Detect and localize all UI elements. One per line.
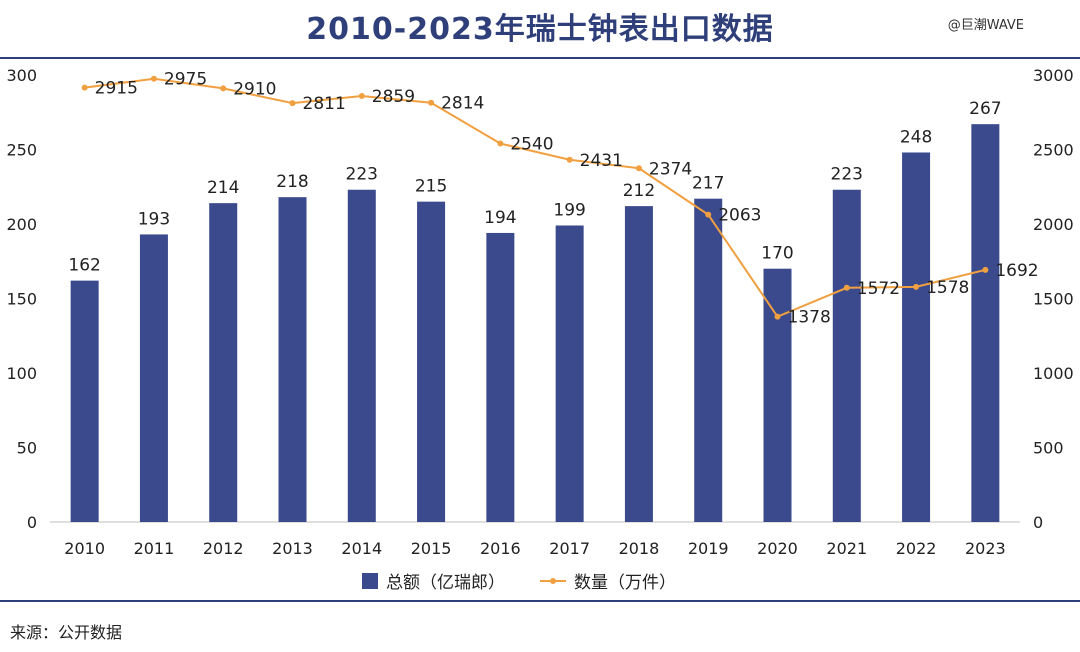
x-tick-label: 2012 (203, 539, 244, 558)
legend-item-quantity: 数量（万件） (540, 568, 676, 593)
y-right-tick-label: 0 (1033, 513, 1043, 532)
line-value-label: 2811 (303, 94, 346, 114)
line-point (428, 99, 435, 106)
bar-value-label: 212 (623, 181, 655, 201)
bar-value-label: 193 (138, 209, 170, 229)
bar-value-label: 199 (553, 200, 585, 220)
line-point (220, 85, 227, 92)
line-point (843, 284, 850, 291)
x-tick-label: 2010 (64, 539, 105, 558)
legend-bar-swatch (362, 572, 378, 589)
y-right-tick-label: 2000 (1033, 215, 1074, 234)
bar-value-label: 215 (415, 177, 447, 197)
line-value-label: 2431 (580, 151, 623, 171)
combo-chart: 0501001502002503000500100015002000250030… (6, 66, 1074, 558)
line-value-label: 2814 (441, 94, 484, 114)
bar (70, 280, 99, 522)
legend-label-amount: 总额（亿瑞郎） (386, 573, 505, 593)
x-tick-label: 2017 (549, 539, 590, 558)
line-value-label: 2975 (164, 70, 207, 90)
chart-title: 2010-2023年瑞士钟表出口数据 (306, 12, 774, 47)
line-value-label: 2915 (95, 79, 138, 99)
line-point (774, 313, 781, 320)
x-tick-label: 2011 (134, 539, 175, 558)
y-left-tick-label: 200 (6, 215, 37, 234)
x-tick-label: 2016 (480, 539, 521, 558)
x-tick-label: 2021 (826, 539, 867, 558)
x-tick-label: 2018 (619, 539, 660, 558)
line-value-label: 2859 (372, 87, 415, 107)
bar (694, 198, 723, 523)
line-point (982, 266, 989, 273)
bar-value-label: 170 (761, 244, 793, 264)
line-point (81, 84, 88, 91)
x-tick-label: 2015 (411, 539, 452, 558)
bar-value-label: 223 (346, 165, 378, 185)
line-point (497, 140, 504, 147)
legend-label-quantity: 数量（万件） (574, 573, 676, 593)
bar (902, 152, 931, 523)
bar-value-label: 162 (68, 256, 100, 276)
bar-value-label: 194 (484, 208, 516, 228)
watermark: @巨潮WAVE (947, 18, 1024, 33)
bar (555, 225, 584, 523)
bar (209, 203, 238, 522)
x-tick-label: 2013 (272, 539, 313, 558)
x-tick-label: 2020 (757, 539, 798, 558)
y-left-tick-label: 150 (6, 290, 37, 309)
bar (486, 232, 515, 522)
bar-value-label: 248 (900, 127, 932, 147)
y-left-tick-label: 0 (27, 513, 37, 532)
x-tick-label: 2014 (341, 539, 382, 558)
bar-value-label: 218 (276, 172, 308, 192)
bar-value-label: 223 (831, 165, 863, 185)
bar (832, 189, 861, 523)
x-tick-label: 2023 (965, 539, 1006, 558)
legend: 总额（亿瑞郎） 数量（万件） (0, 568, 1080, 593)
line-point (705, 211, 712, 218)
line-point (289, 100, 296, 107)
bar (417, 201, 446, 522)
line-point (566, 156, 573, 163)
bar-value-label: 267 (969, 99, 1001, 119)
y-right-tick-label: 500 (1033, 439, 1064, 458)
line-value-label: 1378 (788, 308, 831, 328)
line-value-label: 2540 (510, 135, 553, 155)
y-left-tick-label: 50 (17, 439, 37, 458)
y-right-tick-label: 3000 (1033, 66, 1074, 85)
y-right-tick-label: 2500 (1033, 141, 1074, 160)
y-right-tick-label: 1000 (1033, 364, 1074, 383)
line-point (635, 165, 642, 172)
line-value-label: 2374 (649, 159, 692, 179)
bar (347, 189, 376, 523)
top-rule (0, 57, 1080, 59)
line-point (150, 75, 157, 82)
x-tick-label: 2019 (688, 539, 729, 558)
y-left-tick-label: 250 (6, 141, 37, 160)
legend-item-amount: 总额（亿瑞郎） (362, 568, 505, 593)
bar (278, 197, 307, 522)
line-value-label: 2910 (233, 79, 276, 99)
bar (763, 268, 792, 522)
line-value-label: 1572 (857, 279, 900, 299)
line-value-label: 2063 (718, 206, 761, 226)
line-value-label: 1578 (926, 278, 969, 298)
bar (624, 206, 653, 522)
x-tick-label: 2022 (896, 539, 937, 558)
bar (139, 234, 168, 522)
line-point (913, 283, 920, 290)
line-value-label: 1692 (995, 261, 1038, 281)
y-left-tick-label: 100 (6, 364, 37, 383)
bar-value-label: 217 (692, 174, 724, 194)
y-left-tick-label: 300 (6, 66, 37, 85)
legend-line-swatch (540, 573, 566, 589)
y-right-tick-label: 1500 (1033, 290, 1074, 309)
bar (971, 124, 1000, 523)
bottom-rule (0, 600, 1080, 602)
source-note: 来源：公开数据 (10, 623, 123, 642)
line-series-quantity (84, 77, 986, 318)
bar-value-label: 214 (207, 178, 239, 198)
line-point (358, 93, 365, 100)
